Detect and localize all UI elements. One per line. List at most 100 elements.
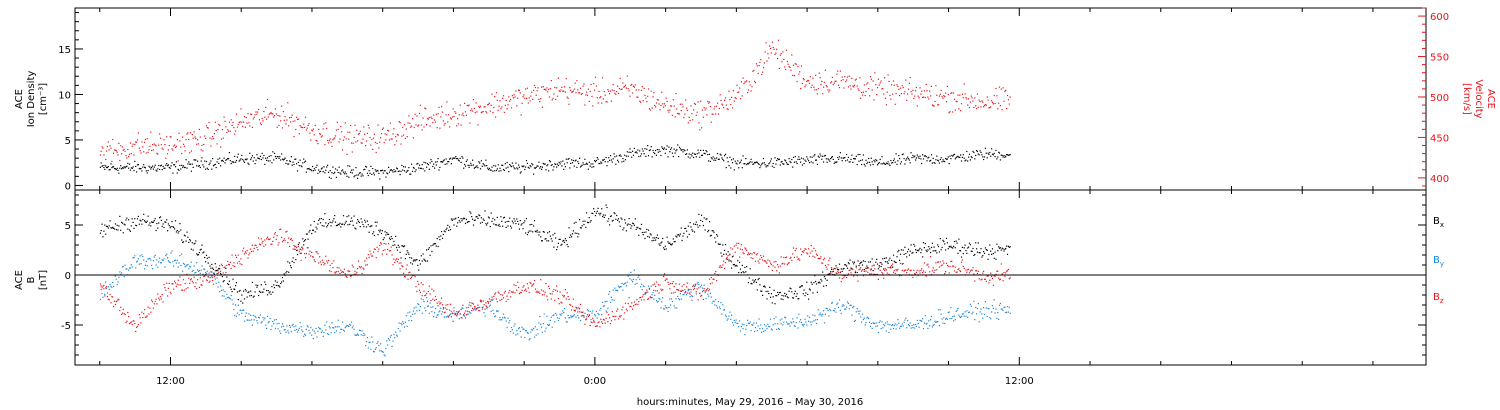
bottom-point [195,271,197,274]
bottom-point [765,325,767,327]
bottom-point [780,323,782,325]
bottom-point [159,217,161,219]
top-point [176,139,178,141]
bottom-point [548,231,551,233]
bottom-point [982,317,984,319]
top-point [155,169,157,171]
top-point [395,136,397,138]
bottom-point [602,216,604,218]
bottom-point [482,218,484,220]
top-point [149,145,151,147]
bottom-point [626,281,628,283]
bottom-point [658,297,660,300]
top-point [904,163,906,165]
bottom-point [185,288,187,290]
bottom-point [246,249,248,252]
bottom-point [482,300,484,302]
top-point [181,152,183,155]
top-point [487,169,490,171]
top-point [929,160,931,162]
top-point [597,158,599,160]
bottom-point [731,267,733,269]
bottom-point [503,316,505,318]
top-point [204,135,206,137]
bottom-point [960,316,962,319]
top-point [593,166,595,168]
bottom-point [120,229,122,231]
top-point [374,169,376,171]
bottom-point [186,264,188,266]
bottom-point [238,260,240,263]
top-point [708,153,711,155]
bottom-point [864,324,866,326]
top-point [217,128,219,131]
bottom-point [586,318,588,320]
bottom-point [455,313,457,315]
top-point [383,142,385,144]
bottom-point [425,294,427,296]
bottom-point [176,283,178,285]
bottom-point [351,327,353,329]
bottom-point [475,307,477,309]
top-point [790,161,792,164]
bottom-point [289,326,292,328]
top-point [857,88,859,90]
top-point [171,148,173,150]
bottom-point [815,280,817,283]
bottom-point [309,332,311,334]
bottom-point [948,311,950,313]
top-point [704,109,706,111]
bottom-point [961,246,963,248]
bottom-point [375,347,377,349]
bottom-point [466,221,468,223]
top-point [538,98,540,100]
bottom-point [123,276,125,278]
bottom-point [304,253,306,255]
top-point [563,168,565,170]
bottom-point [747,322,749,324]
bottom-point [698,283,700,286]
top-point [383,170,385,172]
top-point [640,89,643,91]
top-point [853,86,855,88]
bottom-point [198,270,200,272]
bottom-point [762,259,764,261]
bottom-point [463,315,465,317]
top-point [137,164,139,166]
bottom-point [687,225,689,227]
bottom-point [357,220,360,222]
bottom-point [337,319,339,321]
top-point [739,161,742,163]
bottom-point [765,290,767,293]
bottom-point [530,283,532,285]
top-point [606,101,608,103]
top-point [904,91,906,93]
bottom-point [403,322,405,325]
top-point [960,103,963,105]
top-point [545,89,547,91]
top-point [902,87,904,89]
top-point [103,154,105,156]
bottom-point [950,307,952,309]
top-point [930,85,933,87]
top-point [669,151,671,153]
bottom-point [180,229,182,231]
bottom-point [960,315,963,317]
bottom-point [741,264,743,266]
bottom-point [142,256,144,258]
top-point [761,73,763,76]
top-point [219,124,221,126]
top-point [571,91,574,93]
bottom-point [754,260,757,262]
bottom-point [836,272,838,274]
bottom-point [590,321,592,323]
top-point [899,87,902,89]
bottom-point [245,252,247,254]
bottom-point [568,317,570,319]
top-point [373,172,375,174]
top-point [230,163,232,165]
bottom-point [764,260,766,262]
bottom-point [712,300,714,302]
bottom-point [277,328,279,330]
bottom-point [173,288,175,290]
